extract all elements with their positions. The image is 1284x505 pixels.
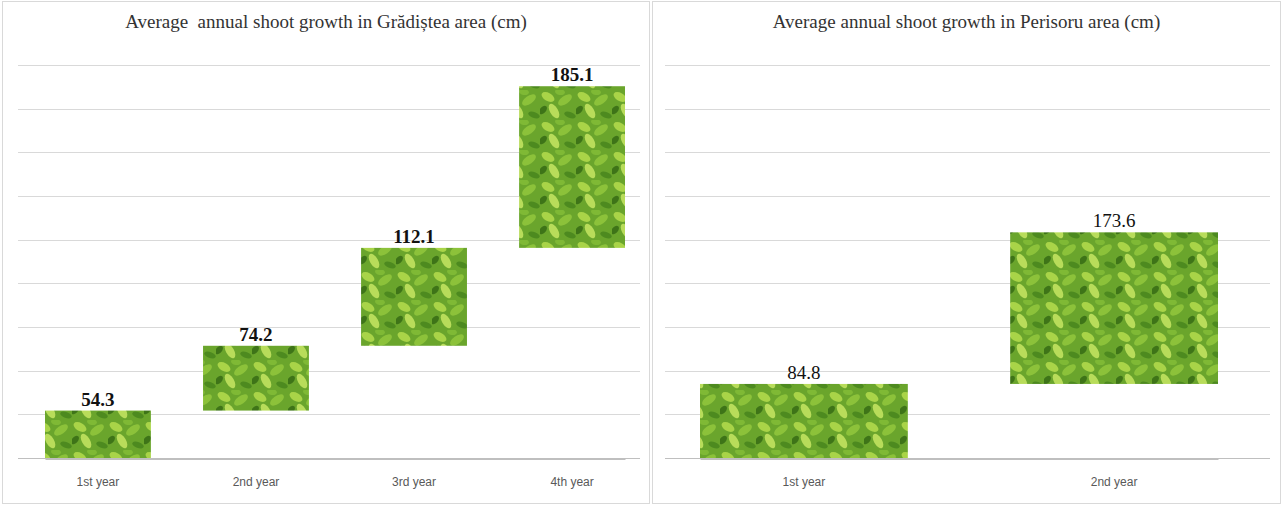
axis-line — [46, 459, 626, 460]
bars — [45, 86, 625, 458]
tick-label: 1st year — [783, 475, 826, 489]
data-label: 173.6 — [1093, 210, 1136, 231]
grid-line — [665, 196, 1270, 197]
x-axis: 1st year 2nd year — [701, 459, 1219, 489]
grid-line — [18, 283, 640, 284]
bar — [1010, 232, 1218, 384]
panel: Average annual shoot growth in Perisoru … — [653, 2, 1281, 504]
data-labels: 84.8 173.6 — [787, 210, 1135, 383]
tick-label: 2nd year — [233, 475, 280, 489]
grid-line — [665, 458, 1270, 459]
bar — [519, 86, 625, 248]
data-label: 112.1 — [393, 226, 435, 247]
panel: Average annual shoot growth in Grădiștea… — [3, 2, 650, 504]
axis-line — [701, 459, 1219, 460]
data-labels: 54.3 74.2 112.1 185.1 — [81, 64, 593, 409]
chart-title: Average annual shoot growth in Grădiștea… — [125, 11, 527, 33]
panel-frame — [653, 2, 1281, 504]
data-label: 84.8 — [787, 362, 820, 383]
bars — [700, 232, 1218, 458]
grid — [18, 66, 640, 459]
x-axis: 1st year 2nd year 3rd year 4th year — [46, 459, 626, 489]
chart-canvas: Average annual shoot growth in Grădiștea… — [0, 0, 1284, 505]
tick: 2nd year — [233, 459, 280, 489]
bar — [700, 384, 908, 458]
tick-label: 1st year — [77, 475, 120, 489]
panel-frame — [3, 2, 650, 504]
tick-label: 4th year — [550, 475, 593, 489]
tick-label: 3rd year — [392, 475, 436, 489]
grid-line — [18, 65, 640, 66]
grid-line — [18, 371, 640, 372]
bar — [45, 411, 151, 458]
tick: 2nd year — [1091, 459, 1138, 489]
tick: 1st year — [783, 459, 826, 489]
tick: 1st year — [77, 459, 120, 489]
bar — [203, 346, 309, 411]
tick: 3rd year — [392, 459, 436, 489]
data-label: 74.2 — [239, 324, 272, 345]
grid-line — [18, 458, 640, 459]
data-label: 185.1 — [551, 64, 594, 85]
grid-line — [665, 152, 1270, 153]
grid — [665, 66, 1270, 459]
data-label: 54.3 — [81, 389, 114, 410]
tick: 4th year — [550, 459, 593, 489]
grid-line — [665, 109, 1270, 110]
tick-label: 2nd year — [1091, 475, 1138, 489]
grid-line — [18, 327, 640, 328]
grid-line — [665, 65, 1270, 66]
chart-title: Average annual shoot growth in Perisoru … — [773, 11, 1160, 33]
bar — [361, 248, 467, 346]
